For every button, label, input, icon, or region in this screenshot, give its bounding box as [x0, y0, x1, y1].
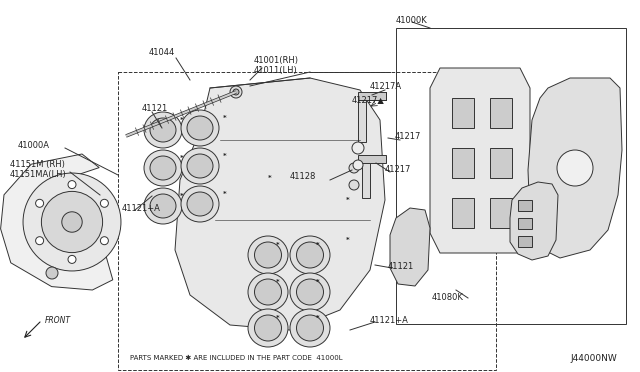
Ellipse shape — [248, 273, 288, 311]
Bar — [490, 198, 512, 228]
Ellipse shape — [150, 194, 176, 218]
Bar — [396, 28, 626, 324]
Polygon shape — [430, 68, 530, 253]
Ellipse shape — [144, 150, 182, 186]
Circle shape — [352, 142, 364, 154]
Text: *: * — [268, 175, 272, 181]
Polygon shape — [175, 78, 385, 330]
Circle shape — [557, 150, 593, 186]
Polygon shape — [390, 208, 430, 286]
Ellipse shape — [187, 192, 213, 216]
Bar — [362, 163, 370, 198]
Text: 41001(RH): 41001(RH) — [254, 56, 299, 65]
Bar — [358, 92, 386, 100]
Circle shape — [68, 256, 76, 263]
Circle shape — [349, 180, 359, 190]
Bar — [490, 148, 512, 178]
Circle shape — [353, 160, 363, 170]
Circle shape — [68, 180, 76, 189]
Polygon shape — [510, 182, 558, 260]
Ellipse shape — [187, 116, 213, 140]
Ellipse shape — [181, 148, 219, 184]
Bar — [452, 198, 474, 228]
Text: PARTS MARKED ✱ ARE INCLUDED IN THE PART CODE  41000L: PARTS MARKED ✱ ARE INCLUDED IN THE PART … — [130, 355, 342, 361]
Text: *: * — [223, 153, 227, 159]
Text: 41121: 41121 — [388, 262, 414, 271]
Text: 41151MA(LH): 41151MA(LH) — [10, 170, 67, 179]
Circle shape — [233, 89, 239, 95]
Ellipse shape — [144, 112, 182, 148]
Text: *: * — [276, 315, 280, 321]
Text: *: * — [276, 279, 280, 285]
Text: 41121+A: 41121+A — [370, 316, 409, 325]
Circle shape — [230, 86, 242, 98]
Text: *: * — [223, 115, 227, 121]
Text: 41080K: 41080K — [432, 293, 464, 302]
Ellipse shape — [248, 309, 288, 347]
Text: 41011(LH): 41011(LH) — [254, 66, 298, 75]
Text: 41217: 41217 — [385, 165, 412, 174]
Polygon shape — [528, 78, 622, 258]
Text: J44000NW: J44000NW — [570, 354, 617, 363]
Circle shape — [100, 237, 108, 245]
Circle shape — [36, 237, 44, 245]
Text: 41128: 41128 — [290, 172, 316, 181]
Circle shape — [62, 212, 82, 232]
Bar — [490, 98, 512, 128]
Text: *: * — [180, 155, 184, 161]
Bar — [518, 218, 532, 229]
Bar — [118, 72, 496, 370]
Ellipse shape — [181, 110, 219, 146]
Ellipse shape — [296, 242, 323, 268]
Ellipse shape — [296, 279, 323, 305]
Text: *: * — [346, 197, 350, 203]
Ellipse shape — [150, 118, 176, 142]
Ellipse shape — [144, 188, 182, 224]
Text: *: * — [180, 193, 184, 199]
Circle shape — [349, 163, 359, 173]
Bar — [452, 98, 474, 128]
Text: *: * — [276, 242, 280, 248]
Ellipse shape — [290, 309, 330, 347]
Ellipse shape — [290, 236, 330, 274]
Polygon shape — [1, 154, 113, 290]
Bar — [518, 200, 532, 211]
Ellipse shape — [290, 273, 330, 311]
Text: 41121: 41121 — [142, 104, 168, 113]
Text: 41217A: 41217A — [370, 82, 402, 91]
Text: 41000A: 41000A — [18, 141, 50, 150]
Text: *: * — [346, 237, 350, 243]
Ellipse shape — [150, 156, 176, 180]
Text: *: * — [316, 279, 320, 285]
Text: *: * — [180, 117, 184, 123]
Text: 41000K: 41000K — [396, 16, 428, 25]
Circle shape — [100, 199, 108, 207]
Circle shape — [42, 192, 102, 253]
Ellipse shape — [255, 315, 282, 341]
Circle shape — [46, 267, 58, 279]
Ellipse shape — [181, 186, 219, 222]
Ellipse shape — [248, 236, 288, 274]
Text: *: * — [316, 242, 320, 248]
Text: 41121+A: 41121+A — [122, 204, 161, 213]
Circle shape — [36, 199, 44, 207]
Text: 41151M (RH): 41151M (RH) — [10, 160, 65, 169]
Bar — [452, 148, 474, 178]
Text: 41044: 41044 — [149, 48, 175, 57]
Text: FRONT: FRONT — [45, 316, 71, 325]
Bar — [358, 100, 366, 142]
Text: 41217▲: 41217▲ — [352, 95, 385, 104]
Text: *: * — [223, 191, 227, 197]
Ellipse shape — [255, 279, 282, 305]
Ellipse shape — [296, 315, 323, 341]
Bar — [518, 236, 532, 247]
Ellipse shape — [255, 242, 282, 268]
Ellipse shape — [187, 154, 213, 178]
Bar — [358, 155, 386, 163]
Circle shape — [23, 173, 121, 271]
Text: 41217: 41217 — [395, 132, 421, 141]
Text: *: * — [316, 315, 320, 321]
